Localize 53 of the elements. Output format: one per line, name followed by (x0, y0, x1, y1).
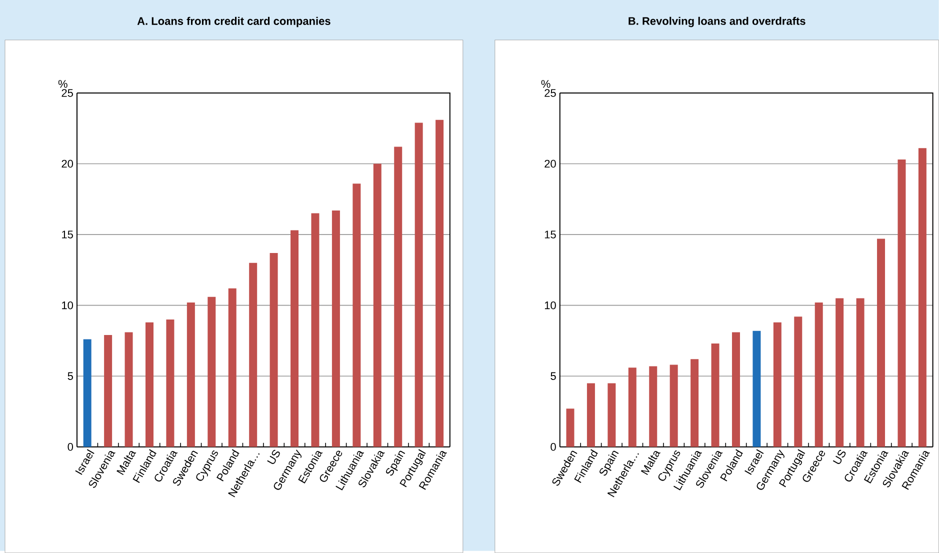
y-tick-label: 25 (544, 89, 556, 97)
bar (877, 238, 886, 447)
y-tick-label: 5 (550, 372, 556, 380)
y-tick-label: 20 (62, 160, 74, 168)
bar (124, 332, 133, 447)
bar (670, 364, 678, 447)
bar (394, 146, 402, 447)
bar (566, 408, 574, 447)
bar (814, 302, 823, 447)
bar (414, 122, 423, 447)
y-tick-label: 25 (62, 89, 73, 97)
bar (856, 298, 864, 447)
bar (249, 262, 258, 447)
bar (711, 344, 720, 447)
chart-title: B. Revolving loans and overdrafts (628, 16, 806, 28)
bar (228, 288, 236, 447)
y-tick-label: 10 (62, 301, 74, 310)
bar (290, 230, 299, 447)
bar (270, 252, 278, 447)
bar (732, 332, 740, 447)
bar (104, 335, 112, 447)
bar (898, 159, 906, 447)
y-tick-label: 20 (544, 160, 556, 168)
bar (311, 213, 320, 447)
bar (649, 366, 658, 447)
y-axis-title: % (58, 80, 68, 88)
bar (608, 383, 616, 447)
bar (186, 302, 195, 447)
y-tick-label: 15 (62, 230, 73, 238)
y-tick-label: 5 (68, 372, 73, 380)
bar (436, 120, 444, 447)
bar (752, 330, 761, 447)
y-tick-label: 0 (550, 442, 556, 451)
x-tick-label: US (832, 450, 846, 464)
bar (373, 164, 382, 447)
chart-title: A. Loans from credit card companies (137, 16, 330, 28)
y-tick-label: 10 (544, 301, 556, 310)
bar (773, 322, 782, 447)
y-axis-title: % (541, 80, 550, 88)
bar (690, 359, 699, 447)
bar (586, 383, 595, 447)
bar (208, 296, 216, 447)
bar (83, 339, 92, 447)
bar (352, 184, 361, 447)
bar (146, 322, 154, 447)
y-tick-label: 15 (544, 230, 556, 238)
bar (332, 210, 340, 447)
bar (794, 316, 802, 447)
bar (836, 298, 844, 447)
bar (166, 319, 174, 447)
bar (628, 368, 636, 447)
bar (918, 148, 926, 447)
y-tick-label: 0 (68, 442, 74, 451)
